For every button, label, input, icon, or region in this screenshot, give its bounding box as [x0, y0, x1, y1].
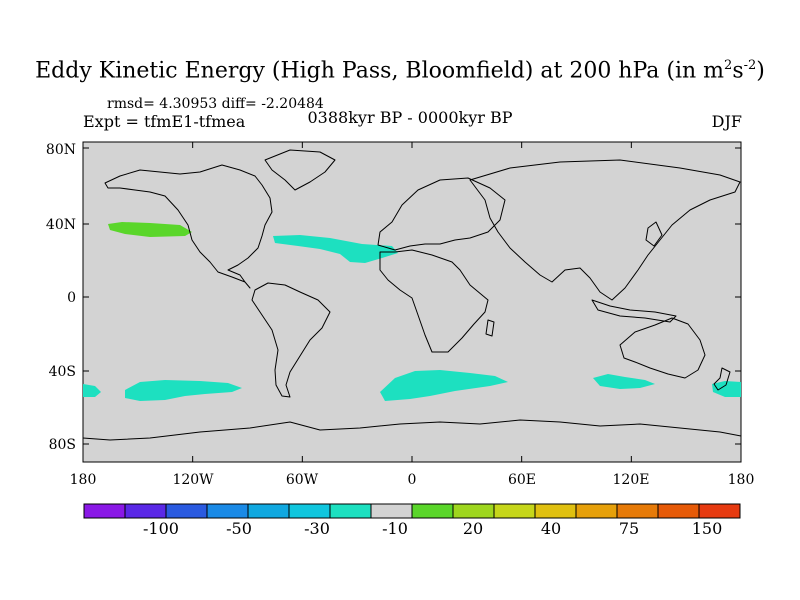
colorbar-label: -10 [382, 519, 408, 538]
asia-coast [469, 159, 741, 301]
greenland-coast [264, 149, 336, 191]
tasman-negative-patch [712, 381, 741, 397]
lat-label-80n: 80N [45, 142, 76, 158]
anomaly-patches [83, 222, 741, 401]
indonesia-coast [591, 299, 677, 323]
lon-label-60e: 60E [507, 472, 537, 488]
colorbar-swatch [288, 503, 331, 519]
colorbar-swatch [247, 503, 290, 519]
dateline-west-negative-patch [83, 384, 101, 397]
season-label: DJF [711, 112, 742, 131]
madagascar-coast [485, 319, 495, 337]
lon-label-120w: 120W [172, 472, 214, 488]
lon-label-120e: 120E [612, 472, 650, 488]
colorbar-swatch [83, 503, 126, 519]
colorbar-label: -50 [226, 519, 252, 538]
colorbar-swatch [493, 503, 536, 519]
japan-coast [645, 221, 663, 247]
colorbar-swatch [206, 503, 249, 519]
europe-coast [377, 177, 506, 251]
lon-label-180w: 180 [69, 472, 97, 488]
colorbar-swatch [575, 503, 618, 519]
south-indian-negative-patch [593, 374, 655, 389]
lon-label-0: 0 [407, 472, 417, 488]
axis-ticks [82, 142, 742, 462]
experiment-label: Expt = tfmE1-tfmea [83, 112, 246, 131]
coastlines [82, 149, 742, 441]
colorbar-label: -30 [304, 519, 330, 538]
rmsd-diff-stats: rmsd= 4.30953 diff= -2.20484 [107, 96, 324, 112]
colorbar-label: 75 [618, 519, 640, 538]
lat-label-40s: 40S [48, 364, 76, 380]
plot-title: Eddy Kinetic Energy (High Pass, Bloomfie… [35, 58, 765, 84]
antarctica-coast [82, 419, 742, 441]
colorbar-label: 40 [540, 519, 562, 538]
africa-coast [379, 249, 489, 353]
colorbar-label: 20 [462, 519, 484, 538]
colorbar-swatch [411, 503, 454, 519]
colorbar-swatch [124, 503, 167, 519]
time-period-label: 0388kyr BP - 0000kyr BP [307, 108, 513, 127]
north-america-coast [104, 164, 273, 289]
lat-label-eq: 0 [67, 290, 76, 306]
map-background [82, 141, 742, 463]
colorbar-swatch [534, 503, 577, 519]
colorbar-swatch [370, 503, 413, 519]
lon-label-180e: 180 [727, 472, 755, 488]
australia-coast [619, 317, 706, 379]
colorbar [83, 503, 741, 519]
colorbar-swatch [616, 503, 659, 519]
colorbar-swatch [657, 503, 700, 519]
south-america-coast [251, 282, 331, 398]
colorbar-swatch [452, 503, 495, 519]
new-zealand-coast [713, 367, 731, 391]
colorbar-label: 150 [691, 519, 723, 538]
colorbar-swatch [329, 503, 372, 519]
colorbar-label: -100 [143, 519, 179, 538]
south-pacific-negative-patch [125, 380, 242, 401]
lat-label-40n: 40N [45, 217, 76, 233]
colorbar-swatch [165, 503, 208, 519]
lat-label-80s: 80S [48, 437, 76, 453]
south-atlantic-negative-patch [380, 370, 508, 401]
colorbar-swatch [698, 503, 741, 519]
lon-label-60w: 60W [285, 472, 319, 488]
north-atlantic-negative-patch [273, 235, 398, 263]
north-pacific-positive-patch [108, 222, 192, 237]
